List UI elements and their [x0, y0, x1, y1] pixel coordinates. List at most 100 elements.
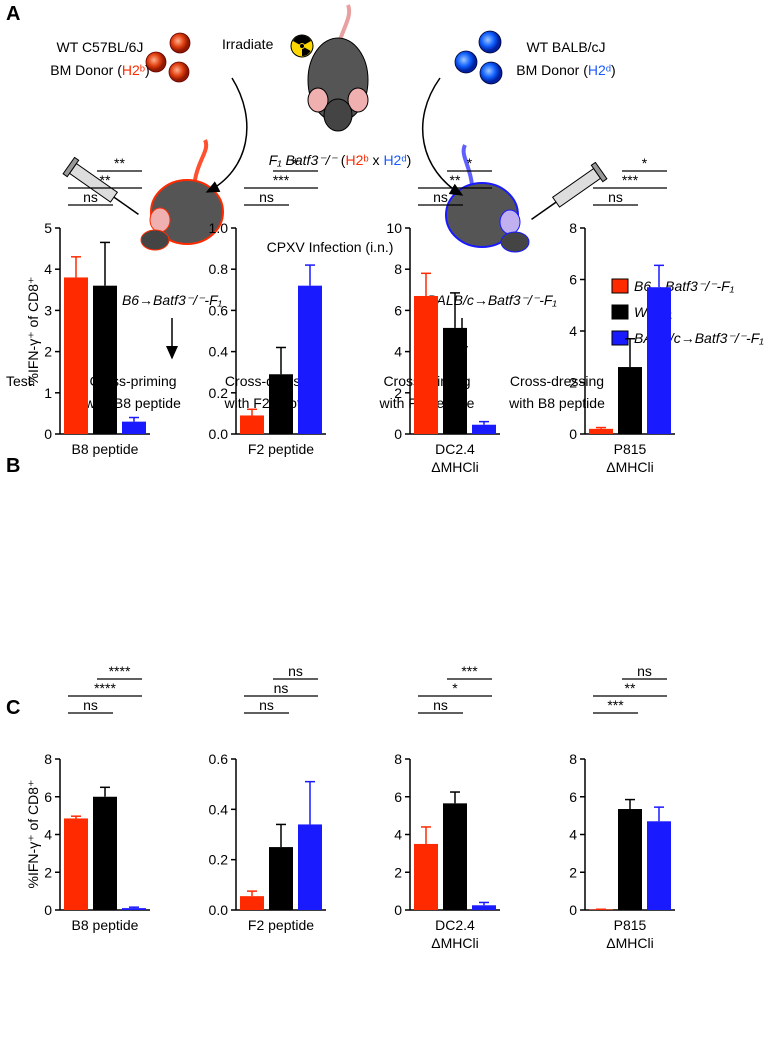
y-tick-label: 0.4: [209, 344, 229, 360]
y-tick-label: 4: [44, 261, 52, 277]
cells: [145, 32, 191, 83]
significance-label: ns: [274, 680, 289, 696]
significance-label: ns: [433, 697, 448, 713]
cells: [454, 30, 503, 85]
bar: [240, 896, 264, 910]
panel-label: B: [6, 455, 20, 477]
bar: [269, 847, 293, 910]
y-tick-label: 6: [44, 789, 52, 805]
x-axis-label: DC2.4: [435, 441, 475, 457]
infection-label: CPXV Infection (i.n.): [267, 239, 394, 255]
bar: [298, 285, 322, 434]
bar: [443, 803, 467, 910]
x-axis-label: B8 peptide: [72, 917, 139, 933]
significance-label: **: [625, 680, 636, 696]
x-axis-label: ΔMHCli: [431, 459, 478, 475]
y-tick-label: 4: [569, 827, 577, 843]
significance-label: ns: [608, 189, 623, 205]
recipient-label: F₁ Batf3⁻/⁻ (H2ᵇ x H2ᵈ): [269, 152, 412, 168]
legend-swatch: [611, 278, 629, 294]
bar: [122, 421, 146, 434]
significance-label: ***: [461, 663, 478, 679]
arrow: [205, 77, 248, 193]
significance-label: ns: [433, 189, 448, 205]
donor-label: WT C57BL/6J: [57, 39, 144, 55]
bar: [414, 295, 438, 434]
y-tick-label: 2: [394, 385, 402, 401]
mouse: [140, 139, 224, 251]
bar: [298, 824, 322, 910]
y-tick-label: 0.6: [209, 302, 229, 318]
bar: [472, 424, 496, 434]
arrow: [421, 77, 464, 196]
syringe: [531, 161, 608, 220]
y-tick-label: 0: [569, 902, 577, 918]
bar: [618, 809, 642, 910]
x-axis-label: P815: [614, 917, 647, 933]
bar: [64, 277, 88, 434]
significance-label: **: [114, 155, 125, 171]
y-tick-label: 10: [386, 220, 402, 236]
bar: [64, 818, 88, 910]
bar: [472, 905, 496, 910]
y-tick-label: 0.0: [209, 902, 229, 918]
test-item: Cross-dressing: [510, 373, 604, 389]
significance-label: ****: [109, 663, 131, 679]
y-tick-label: 2: [569, 375, 577, 391]
bar: [589, 428, 613, 434]
bar: [269, 374, 293, 434]
significance-label: ***: [273, 172, 290, 188]
chimera-label: B6→Batf3⁻/⁻-F₁: [122, 292, 223, 308]
y-tick-label: 8: [394, 261, 402, 277]
y-tick-label: 8: [44, 751, 52, 767]
panel-label: C: [6, 697, 20, 719]
irradiate-label: Irradiate: [222, 36, 274, 52]
y-tick-label: 8: [569, 220, 577, 236]
significance-label: ns: [259, 697, 274, 713]
bar: [647, 287, 671, 434]
x-axis-label: B8 peptide: [72, 441, 139, 457]
y-axis-label: %IFN-γ⁺ of CD8⁺: [25, 780, 41, 889]
x-axis-label: F2 peptide: [248, 441, 314, 457]
x-axis-label: P815: [614, 441, 647, 457]
bar: [443, 327, 467, 434]
y-tick-label: 1: [44, 385, 52, 401]
y-tick-label: 0: [394, 902, 402, 918]
y-tick-label: 6: [569, 789, 577, 805]
y-tick-label: 0.8: [209, 261, 229, 277]
y-tick-label: 4: [394, 827, 402, 843]
syringe: [62, 156, 139, 215]
bar: [618, 367, 642, 434]
y-tick-label: 6: [569, 272, 577, 288]
y-tick-label: 1.0: [209, 220, 229, 236]
y-tick-label: 0: [44, 902, 52, 918]
y-tick-label: 8: [569, 751, 577, 767]
y-tick-label: 4: [394, 344, 402, 360]
bar: [93, 285, 117, 434]
significance-label: *: [452, 680, 458, 696]
donor-label: WT BALB/cJ: [526, 39, 605, 55]
y-tick-label: 0.0: [209, 426, 229, 442]
significance-label: ***: [622, 172, 639, 188]
y-tick-label: 0: [44, 426, 52, 442]
y-tick-label: 2: [44, 344, 52, 360]
legend-swatch: [611, 304, 629, 320]
y-tick-label: 4: [569, 323, 577, 339]
y-axis-label: %IFN-γ⁺ of CD8⁺: [25, 277, 41, 386]
bar: [414, 843, 438, 910]
mouse: [445, 144, 530, 253]
significance-label: ns: [83, 697, 98, 713]
y-tick-label: 0.6: [209, 751, 229, 767]
x-axis-label: ΔMHCli: [606, 935, 653, 951]
bar: [240, 415, 264, 434]
significance-label: ns: [288, 663, 303, 679]
y-tick-label: 0.2: [209, 385, 229, 401]
y-tick-label: 6: [394, 789, 402, 805]
y-tick-label: 4: [44, 827, 52, 843]
x-axis-label: F2 peptide: [248, 917, 314, 933]
significance-label: ns: [83, 189, 98, 205]
bar: [647, 821, 671, 910]
radiation-icon: [290, 34, 314, 58]
y-tick-label: 2: [44, 864, 52, 880]
chimera-label: BALB/c→Batf3⁻/⁻-F₁: [427, 292, 557, 308]
